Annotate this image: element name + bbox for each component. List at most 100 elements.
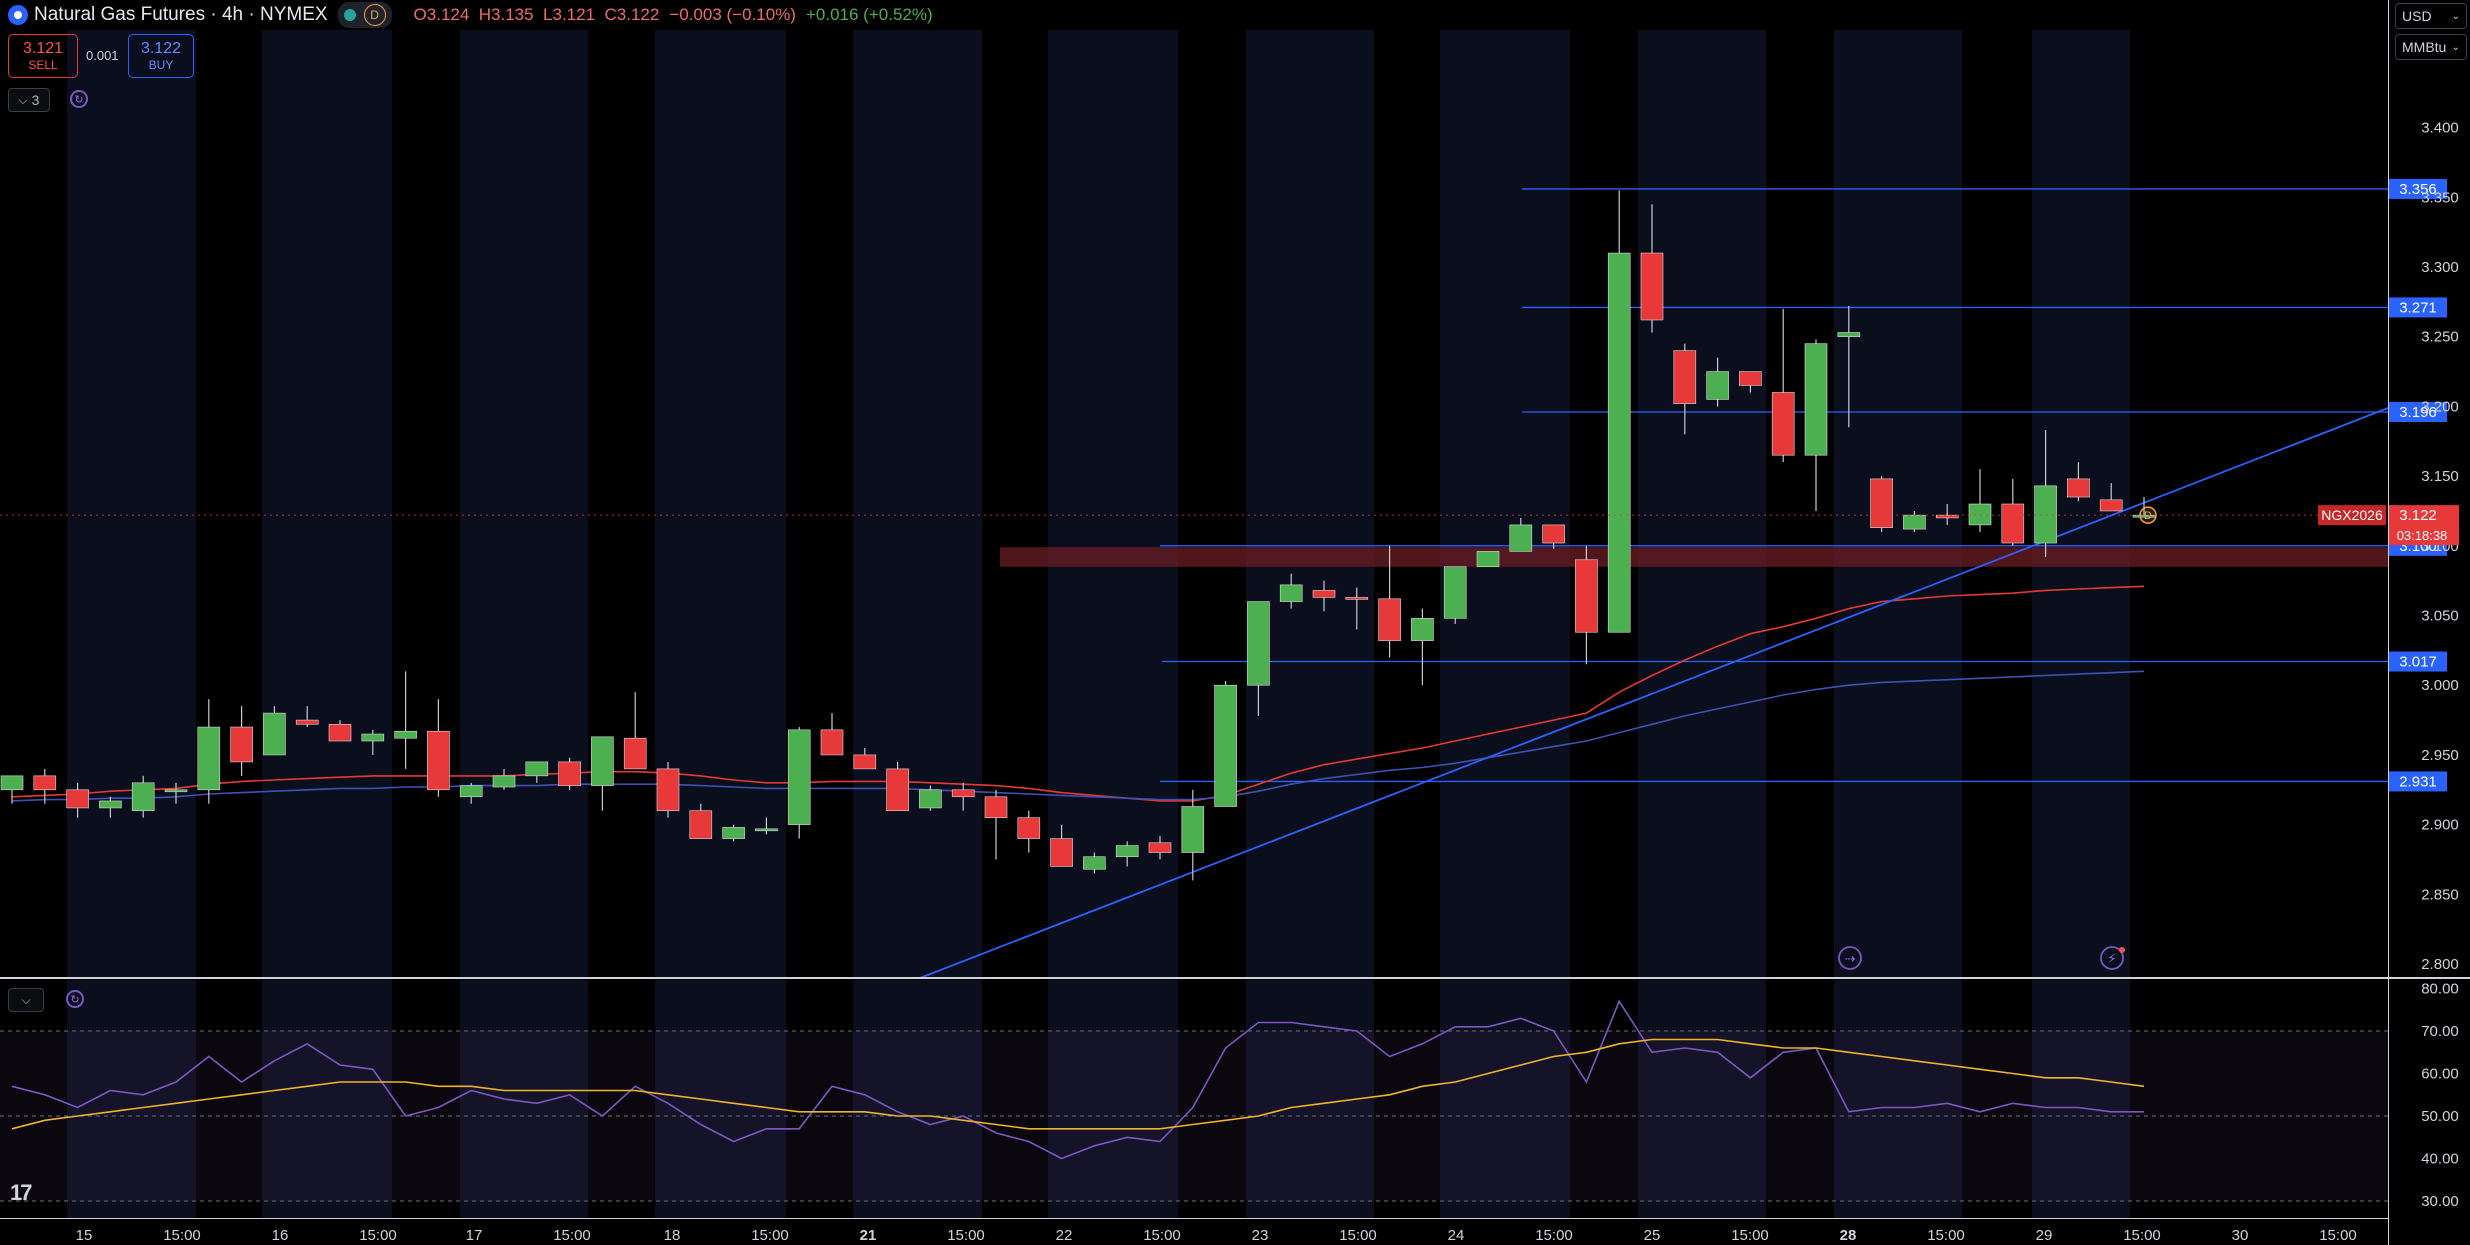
buy-button[interactable]: 3.122 BUY xyxy=(128,34,194,78)
time-tick-label: 17 xyxy=(466,1227,483,1244)
candle-up xyxy=(722,827,745,839)
rsi-tick-label: 30.00 xyxy=(2421,1193,2459,1210)
candle-up xyxy=(197,726,221,791)
time-tick-label: 15 xyxy=(76,1227,93,1244)
market-status-dot-icon xyxy=(343,9,356,21)
pane-divider xyxy=(0,977,2470,979)
time-tick-label: 15:00 xyxy=(947,1227,985,1244)
chart-legend: Natural Gas Futures · 4h · NYMEX D O3.12… xyxy=(0,0,933,30)
time-tick-label: 21 xyxy=(860,1227,877,1244)
time-tick-label: 15:00 xyxy=(163,1227,201,1244)
candle-up xyxy=(1083,856,1106,870)
market-status[interactable]: D xyxy=(337,2,392,28)
symbol-title[interactable]: Natural Gas Futures · 4h · NYMEX xyxy=(34,4,328,25)
time-tick-label: 15:00 xyxy=(1927,1227,1965,1244)
time-tick-label: 16 xyxy=(272,1227,289,1244)
sell-price: 3.121 xyxy=(22,40,64,57)
time-tick-label: 15:00 xyxy=(1731,1227,1769,1244)
candle-up xyxy=(1607,252,1631,633)
candle-down xyxy=(689,810,713,839)
candle-down xyxy=(558,761,581,786)
session-band xyxy=(460,980,588,1218)
time-tick-label: 15:00 xyxy=(1339,1227,1377,1244)
price-level-tag xyxy=(2389,178,2447,199)
session-band xyxy=(1246,30,1374,978)
price-tick-label: 3.050 xyxy=(2421,608,2459,625)
candle-down xyxy=(1542,524,1565,544)
last-price-tag xyxy=(2389,505,2459,546)
spread-value: 0.001 xyxy=(86,48,119,63)
indicators-count: 3 xyxy=(31,92,40,108)
candle-down xyxy=(984,796,1008,818)
tradingview-logo-icon: 17 xyxy=(10,1180,33,1205)
session-band xyxy=(853,30,982,978)
time-tick-label: 15:00 xyxy=(1143,1227,1181,1244)
price-level-tag xyxy=(2389,401,2447,422)
candle-up xyxy=(492,775,516,788)
session-band xyxy=(67,30,196,978)
session-band xyxy=(1638,30,1766,978)
sell-button[interactable]: 3.121 SELL xyxy=(8,34,78,78)
currency-select[interactable]: USD ⌄ xyxy=(2395,3,2467,29)
sell-label: SELL xyxy=(28,58,58,72)
price-tick-label: 3.400 xyxy=(2421,120,2459,137)
candle-up xyxy=(2034,485,2057,544)
time-tick-label: 28 xyxy=(1840,1227,1857,1244)
candle-up xyxy=(131,782,155,812)
extended-change-value: +0.016 (+0.52%) xyxy=(805,5,933,24)
candle-down xyxy=(230,726,253,763)
candle-up xyxy=(394,730,417,739)
lightning-glyph: ⚡ xyxy=(2107,952,2116,967)
candle-down xyxy=(1017,817,1041,839)
candle-up xyxy=(1443,566,1467,619)
candle-down xyxy=(1771,392,1795,456)
price-tick-label: 2.800 xyxy=(2421,956,2459,973)
session-band xyxy=(1048,980,1178,1218)
symbol-tag-label: NGX2026 xyxy=(2321,507,2383,523)
time-tick-label: 15:00 xyxy=(359,1227,397,1244)
rsi-line xyxy=(11,999,2144,1160)
time-tick-label: 15:00 xyxy=(751,1227,789,1244)
candle-up xyxy=(164,789,188,793)
chevron-down-icon: ⌵ xyxy=(18,92,28,107)
rsi-tick-label: 50.00 xyxy=(2421,1108,2459,1125)
candle-up xyxy=(1476,551,1500,568)
time-tick-label: 24 xyxy=(1448,1227,1465,1244)
trend-line xyxy=(919,407,2389,979)
candle-down xyxy=(853,754,877,770)
rsi-collapse-button[interactable]: ⌵ xyxy=(8,988,44,1012)
candle-up xyxy=(263,712,286,756)
last-price-label: 3.122 xyxy=(2399,507,2437,524)
candle-up xyxy=(1214,684,1237,807)
rsi-tick-label: 80.00 xyxy=(2421,981,2459,998)
chevron-down-icon: ⌄ xyxy=(2451,10,2460,22)
price-tick-label: 2.950 xyxy=(2421,747,2459,764)
candle-down xyxy=(66,789,89,809)
candle-up xyxy=(361,733,385,742)
candle-up xyxy=(1968,503,1992,526)
unit-select[interactable]: MMBtu ⌄ xyxy=(2395,34,2467,60)
candle-up xyxy=(919,789,942,809)
candle-down xyxy=(2099,499,2123,512)
candle-up xyxy=(1706,371,1729,400)
event-arrow-icon xyxy=(1838,946,1862,970)
countdown-label: 03:18:38 xyxy=(2397,528,2448,543)
resistance-zone xyxy=(1000,547,2388,567)
chevron-down-icon: ⌵ xyxy=(21,992,31,1007)
refresh-icon[interactable]: ↻ xyxy=(70,90,88,108)
session-band xyxy=(1440,980,1570,1218)
price-axis-border xyxy=(2388,0,2389,1245)
price-tick-label: 3.350 xyxy=(2421,189,2459,206)
time-tick-label: 22 xyxy=(1056,1227,1073,1244)
change-value: −0.003 (−0.10%) xyxy=(669,5,796,24)
rsi-refresh-icon[interactable]: ↻ xyxy=(66,990,84,1008)
time-tick-label: 18 xyxy=(664,1227,681,1244)
price-level-label: 2.931 xyxy=(2399,773,2437,790)
price-level-label: 3.196 xyxy=(2399,404,2437,421)
indicators-toggle-button[interactable]: ⌵ 3 xyxy=(8,88,50,112)
price-level-tag xyxy=(2389,771,2447,792)
price-level-tag xyxy=(2389,651,2447,672)
session-band xyxy=(655,980,786,1218)
lightning-icon xyxy=(2100,946,2124,970)
